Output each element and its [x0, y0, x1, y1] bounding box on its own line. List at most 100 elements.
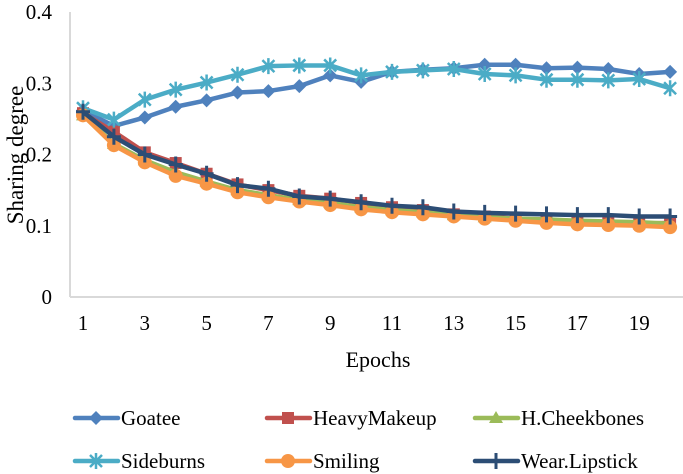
data-point [601, 207, 616, 224]
data-point [477, 204, 492, 221]
legend-label: Smiling [313, 449, 380, 473]
data-point [199, 74, 214, 91]
data-point [570, 71, 585, 88]
series-goatee [76, 57, 678, 133]
data-point [385, 197, 399, 214]
data-point [539, 71, 554, 88]
x-tick-label: 11 [382, 311, 402, 335]
x-tick-label: 7 [263, 311, 274, 335]
legend-item: H.Cheekbones [472, 406, 644, 430]
legend-label: Sideburns [121, 449, 205, 473]
series-line [81, 113, 671, 226]
data-point [354, 194, 369, 211]
data-point [570, 217, 585, 232]
data-point [539, 215, 554, 230]
y-tick-label: 0.3 [26, 71, 52, 95]
y-tick-label: 0 [42, 285, 53, 309]
data-point [292, 79, 307, 94]
data-point [261, 180, 276, 197]
series-wear-lipstick [76, 103, 678, 225]
data-point [354, 67, 368, 84]
data-point [385, 63, 399, 80]
data-point [663, 64, 678, 79]
series-sideburns [76, 57, 677, 128]
data-point [508, 205, 523, 222]
legend-marker [281, 454, 295, 468]
data-point [601, 72, 616, 89]
data-point [477, 65, 492, 82]
data-point [601, 62, 616, 76]
legend-marker [489, 453, 503, 469]
data-point [663, 208, 678, 225]
data-point [632, 208, 647, 225]
y-axis-title: Sharing degree [3, 86, 28, 225]
data-point [230, 177, 245, 194]
data-point [137, 91, 152, 108]
x-tick-label: 13 [443, 311, 464, 335]
data-point [632, 70, 647, 87]
x-tick-labels: 1 3 5 7 9 11 13 15 17 19 [78, 311, 650, 335]
data-point [168, 99, 183, 114]
legend-item: Smiling [264, 449, 380, 473]
legend-label: Wear.Lipstick [521, 449, 638, 473]
data-point [570, 60, 585, 75]
legend: Goatee HeavyMakeup H.Cheekbones Sideburns Sm… [72, 406, 644, 473]
legend-item: Wear.Lipstick [472, 449, 638, 473]
data-point [199, 93, 214, 108]
y-tick-label: 0.1 [26, 214, 52, 238]
data-point [323, 190, 338, 207]
legend-marker [282, 412, 294, 424]
data-point [261, 58, 276, 75]
data-point [323, 57, 338, 74]
data-point [168, 168, 183, 183]
data-point [415, 199, 430, 216]
data-point [76, 103, 90, 120]
data-point [261, 84, 276, 99]
series-group [76, 57, 678, 235]
y-tick-labels: 0 0.1 0.2 0.3 0.4 [26, 0, 53, 309]
y-tick-label: 0.2 [26, 143, 52, 167]
data-point [508, 67, 523, 84]
data-point [477, 57, 492, 72]
x-tick-label: 5 [201, 311, 212, 335]
data-point [107, 111, 121, 128]
legend-label: HeavyMakeup [313, 406, 437, 430]
data-point [292, 57, 307, 74]
data-point [199, 176, 214, 191]
data-point [663, 220, 678, 235]
y-tick-label: 0.4 [26, 0, 53, 24]
data-point [446, 203, 461, 220]
data-point [168, 156, 183, 173]
data-point [570, 207, 585, 224]
data-point [323, 68, 338, 83]
data-point [632, 218, 647, 233]
x-tick-label: 17 [567, 311, 588, 335]
x-tick-label: 1 [78, 311, 89, 335]
x-tick-label: 19 [629, 311, 650, 335]
data-point [601, 218, 616, 233]
x-tick-label: 15 [505, 311, 526, 335]
legend-marker [89, 411, 103, 425]
data-point [168, 81, 183, 98]
legend-label: Goatee [121, 406, 180, 430]
legend-item: Goatee [72, 406, 180, 430]
data-point [539, 61, 554, 76]
legend-label: H.Cheekbones [521, 406, 644, 430]
data-point [292, 188, 307, 205]
data-point [230, 66, 245, 83]
data-point [106, 138, 121, 153]
data-point [663, 80, 677, 97]
legend-item: Sideburns [72, 449, 205, 473]
data-point [446, 61, 461, 77]
data-point [137, 110, 152, 125]
data-point [106, 128, 121, 145]
data-point [261, 190, 276, 205]
x-tick-label: 3 [140, 311, 151, 335]
x-axis-title: Epochs [346, 347, 411, 372]
data-point [199, 165, 214, 182]
axes [69, 12, 683, 298]
legend-item: HeavyMakeup [264, 406, 437, 430]
data-point [416, 62, 430, 79]
data-point [508, 57, 523, 72]
